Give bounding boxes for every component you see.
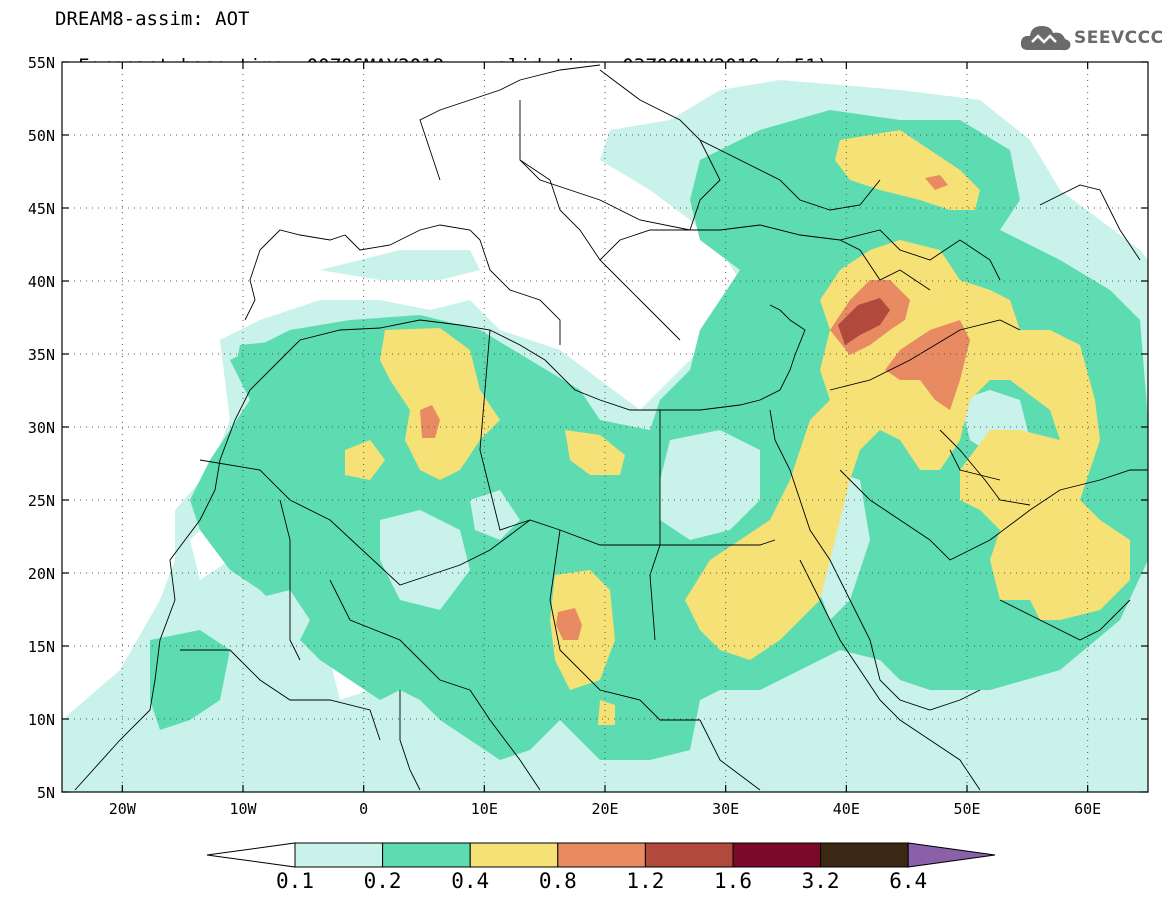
latitude-labels: 55N 50N 45N 40N 35N 30N 25N 20N 15N 10N 5N xyxy=(28,54,55,802)
logo-text: SEEVCCC xyxy=(1074,28,1164,48)
lat-label: 50N xyxy=(28,127,55,145)
colorbar-label: 0.4 xyxy=(451,869,489,893)
lat-label: 20N xyxy=(28,565,55,583)
axis-ticks xyxy=(62,61,1148,793)
lon-label: 10W xyxy=(229,800,257,818)
lon-label: 20W xyxy=(109,800,137,818)
colorbar-segment xyxy=(644,842,734,868)
lat-label: 5N xyxy=(37,784,55,802)
coastlines-borders xyxy=(74,64,1148,791)
colorbar-segment xyxy=(557,842,646,868)
colorbar-label: 1.6 xyxy=(714,869,752,893)
colorbar-upper-extend xyxy=(907,842,996,868)
graticule xyxy=(62,62,1148,792)
aot-band-1-2 xyxy=(838,298,890,345)
seevccc-logo: SEEVCCC xyxy=(1018,20,1163,56)
lat-label: 35N xyxy=(28,346,55,364)
lon-label: 30E xyxy=(712,800,739,818)
cloud-icon xyxy=(1020,26,1071,51)
colorbar xyxy=(206,842,996,868)
lat-label: 15N xyxy=(28,638,55,656)
lon-label: 50E xyxy=(953,800,980,818)
colorbar-label: 3.2 xyxy=(802,869,840,893)
colorbar-segment xyxy=(469,842,559,868)
colorbar-label: 0.1 xyxy=(276,869,314,893)
colorbar-segment xyxy=(732,842,822,868)
colorbar-label: 0.8 xyxy=(539,869,577,893)
lat-label: 45N xyxy=(28,200,55,218)
lon-label: 0 xyxy=(359,800,368,818)
colorbar-segment xyxy=(382,842,471,868)
longitude-labels: 20W 10W 0 10E 20E 30E 40E 50E 60E xyxy=(109,800,1101,818)
lat-label: 10N xyxy=(28,711,55,729)
lat-label: 55N xyxy=(28,54,55,72)
lon-label: 10E xyxy=(471,800,498,818)
lat-label: 40N xyxy=(28,273,55,291)
colorbar-labels: 0.1 0.2 0.4 0.8 1.2 1.6 3.2 6.4 xyxy=(276,869,927,893)
lon-label: 60E xyxy=(1074,800,1101,818)
lat-label: 30N xyxy=(28,419,55,437)
colorbar-lower-extend xyxy=(206,842,296,868)
lon-label: 20E xyxy=(591,800,618,818)
colorbar-segment xyxy=(820,842,909,868)
colorbar-label: 6.4 xyxy=(889,869,927,893)
lon-label: 40E xyxy=(833,800,860,818)
aot-band-0-4 xyxy=(345,130,1130,725)
colorbar-label: 1.2 xyxy=(626,869,664,893)
map-title: DREAM8-assim: AOT xyxy=(55,8,250,30)
colorbar-segment xyxy=(294,842,384,868)
lat-label: 25N xyxy=(28,492,55,510)
colorbar-label: 0.2 xyxy=(364,869,402,893)
